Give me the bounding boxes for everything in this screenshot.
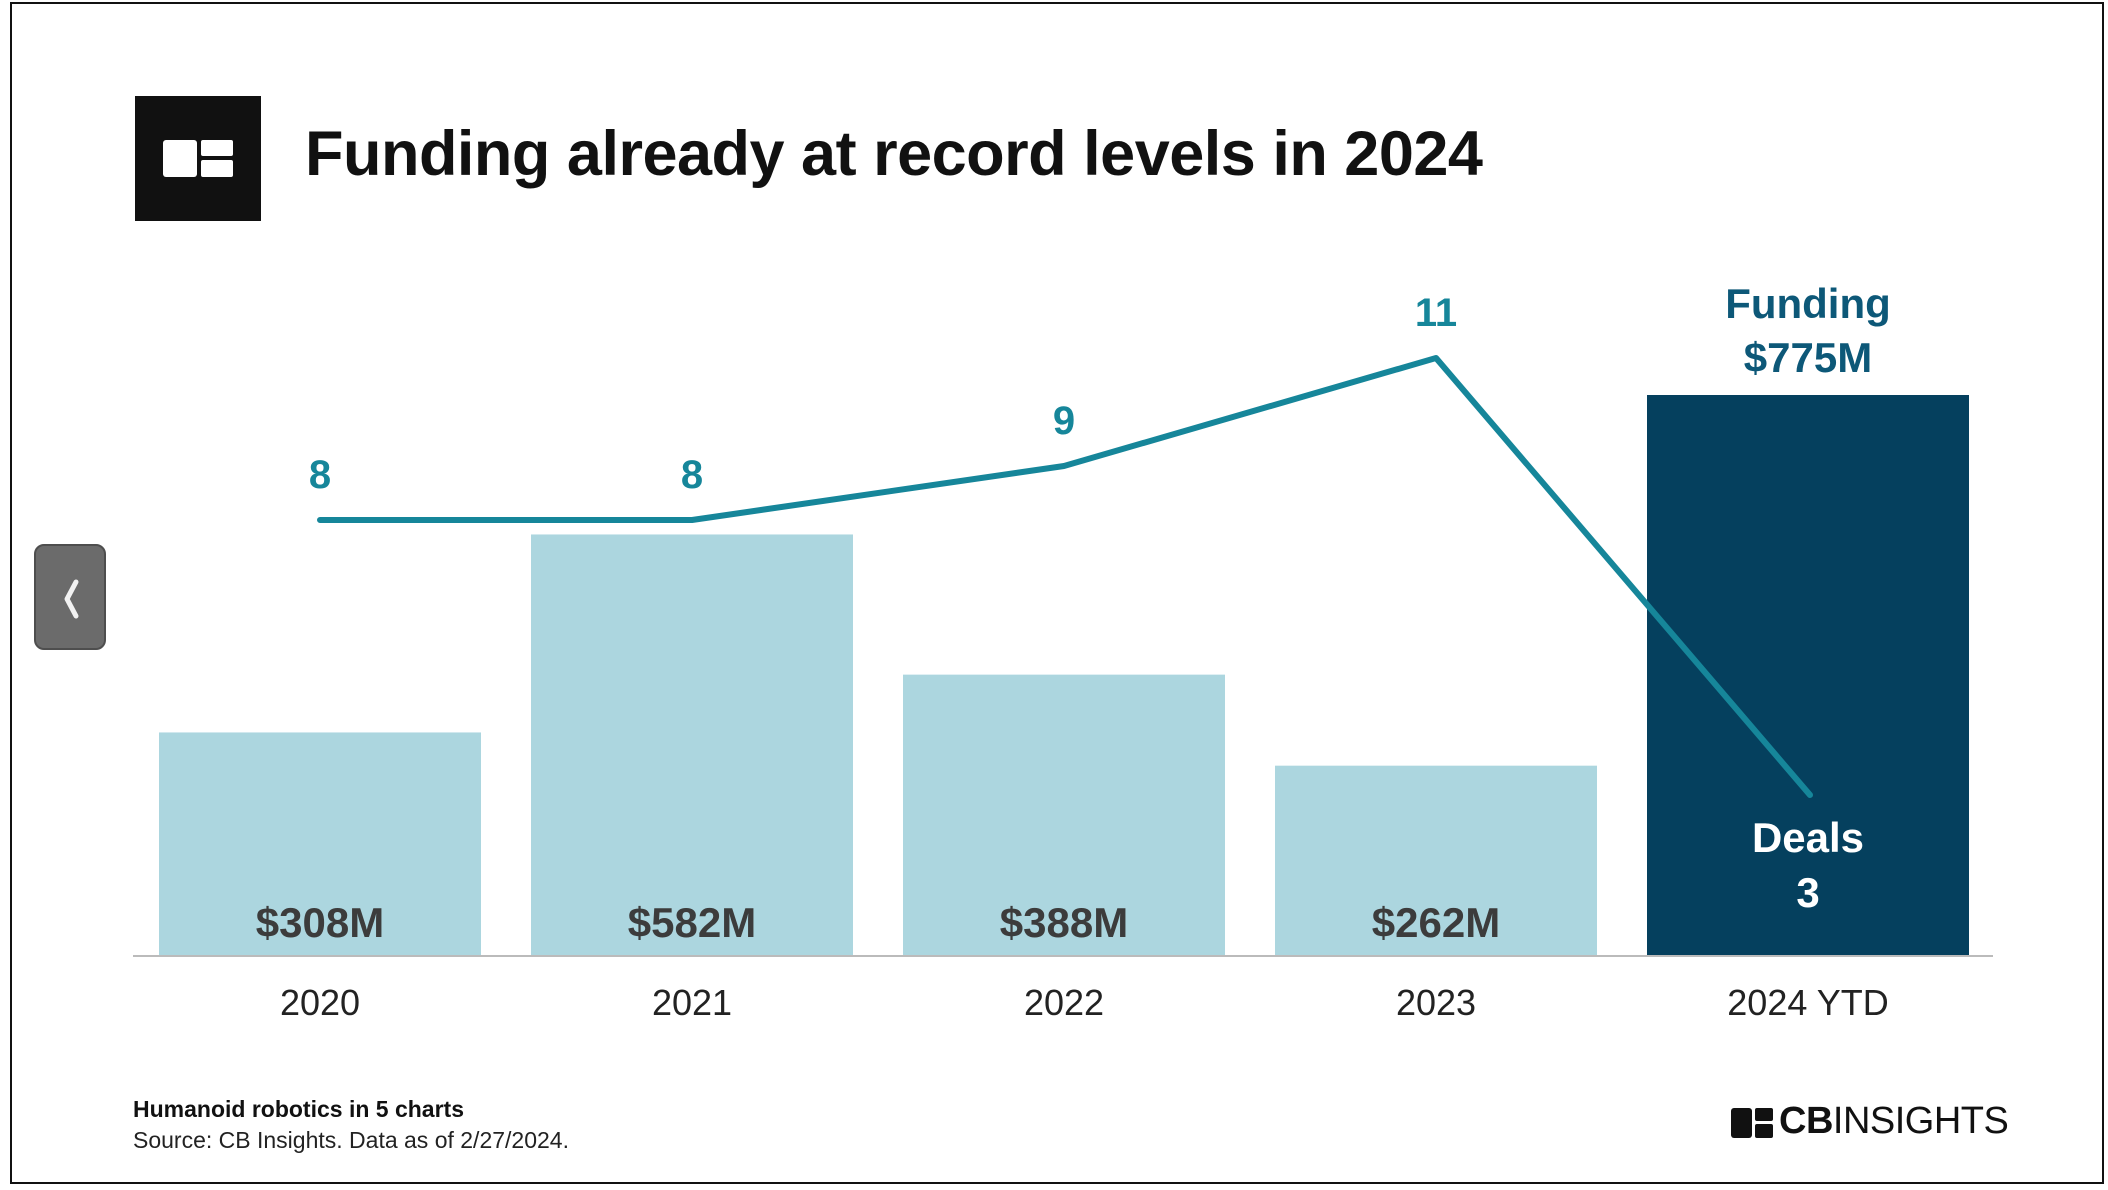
deals-label-2020: 8: [309, 453, 331, 497]
brand-name: CBINSIGHTS: [1779, 1100, 2009, 1143]
cb-logo-icon: [135, 96, 261, 221]
funding-callout-value: $775M: [1744, 334, 1872, 381]
bar-2020: [159, 732, 481, 955]
bar-2024-ytd: [1647, 395, 1969, 955]
funding-label-2021: $582M: [628, 899, 756, 946]
funding-label-2023: $262M: [1372, 899, 1500, 946]
footer-source: Source: CB Insights. Data as of 2/27/202…: [133, 1127, 569, 1153]
funding-label-2020: $308M: [256, 899, 384, 946]
brand-name-bold: CB: [1779, 1100, 1833, 1142]
x-tick-2021: 2021: [652, 982, 732, 1023]
deals-label-2022: 9: [1053, 399, 1075, 443]
deals-callout-value: 3: [1796, 869, 1819, 916]
x-tick-2023: 2023: [1396, 982, 1476, 1023]
back-button[interactable]: [34, 544, 106, 650]
funding-callout-name: Funding: [1725, 280, 1891, 327]
x-tick-2022: 2022: [1024, 982, 1104, 1023]
cb-brand-icon: [1731, 1108, 1773, 1138]
deals-callout-name: Deals: [1752, 814, 1864, 861]
bar-2021: [531, 534, 853, 955]
chevron-left-icon: [64, 579, 79, 619]
footer-title: Humanoid robotics in 5 charts: [133, 1096, 464, 1122]
x-tick-2020: 2020: [280, 982, 360, 1023]
x-tick-2024-ytd: 2024 YTD: [1727, 982, 1888, 1023]
bar-2023: [1275, 765, 1597, 955]
deals-label-2023: 11: [1415, 291, 1457, 335]
chart-title: Funding already at record levels in 2024: [305, 119, 1483, 189]
bar-2022: [903, 674, 1225, 955]
funding-label-2022: $388M: [1000, 899, 1128, 946]
deals-line: [317, 355, 1813, 798]
deals-label-2021: 8: [681, 453, 703, 497]
brand-name-rest: INSIGHTS: [1832, 1100, 2009, 1142]
